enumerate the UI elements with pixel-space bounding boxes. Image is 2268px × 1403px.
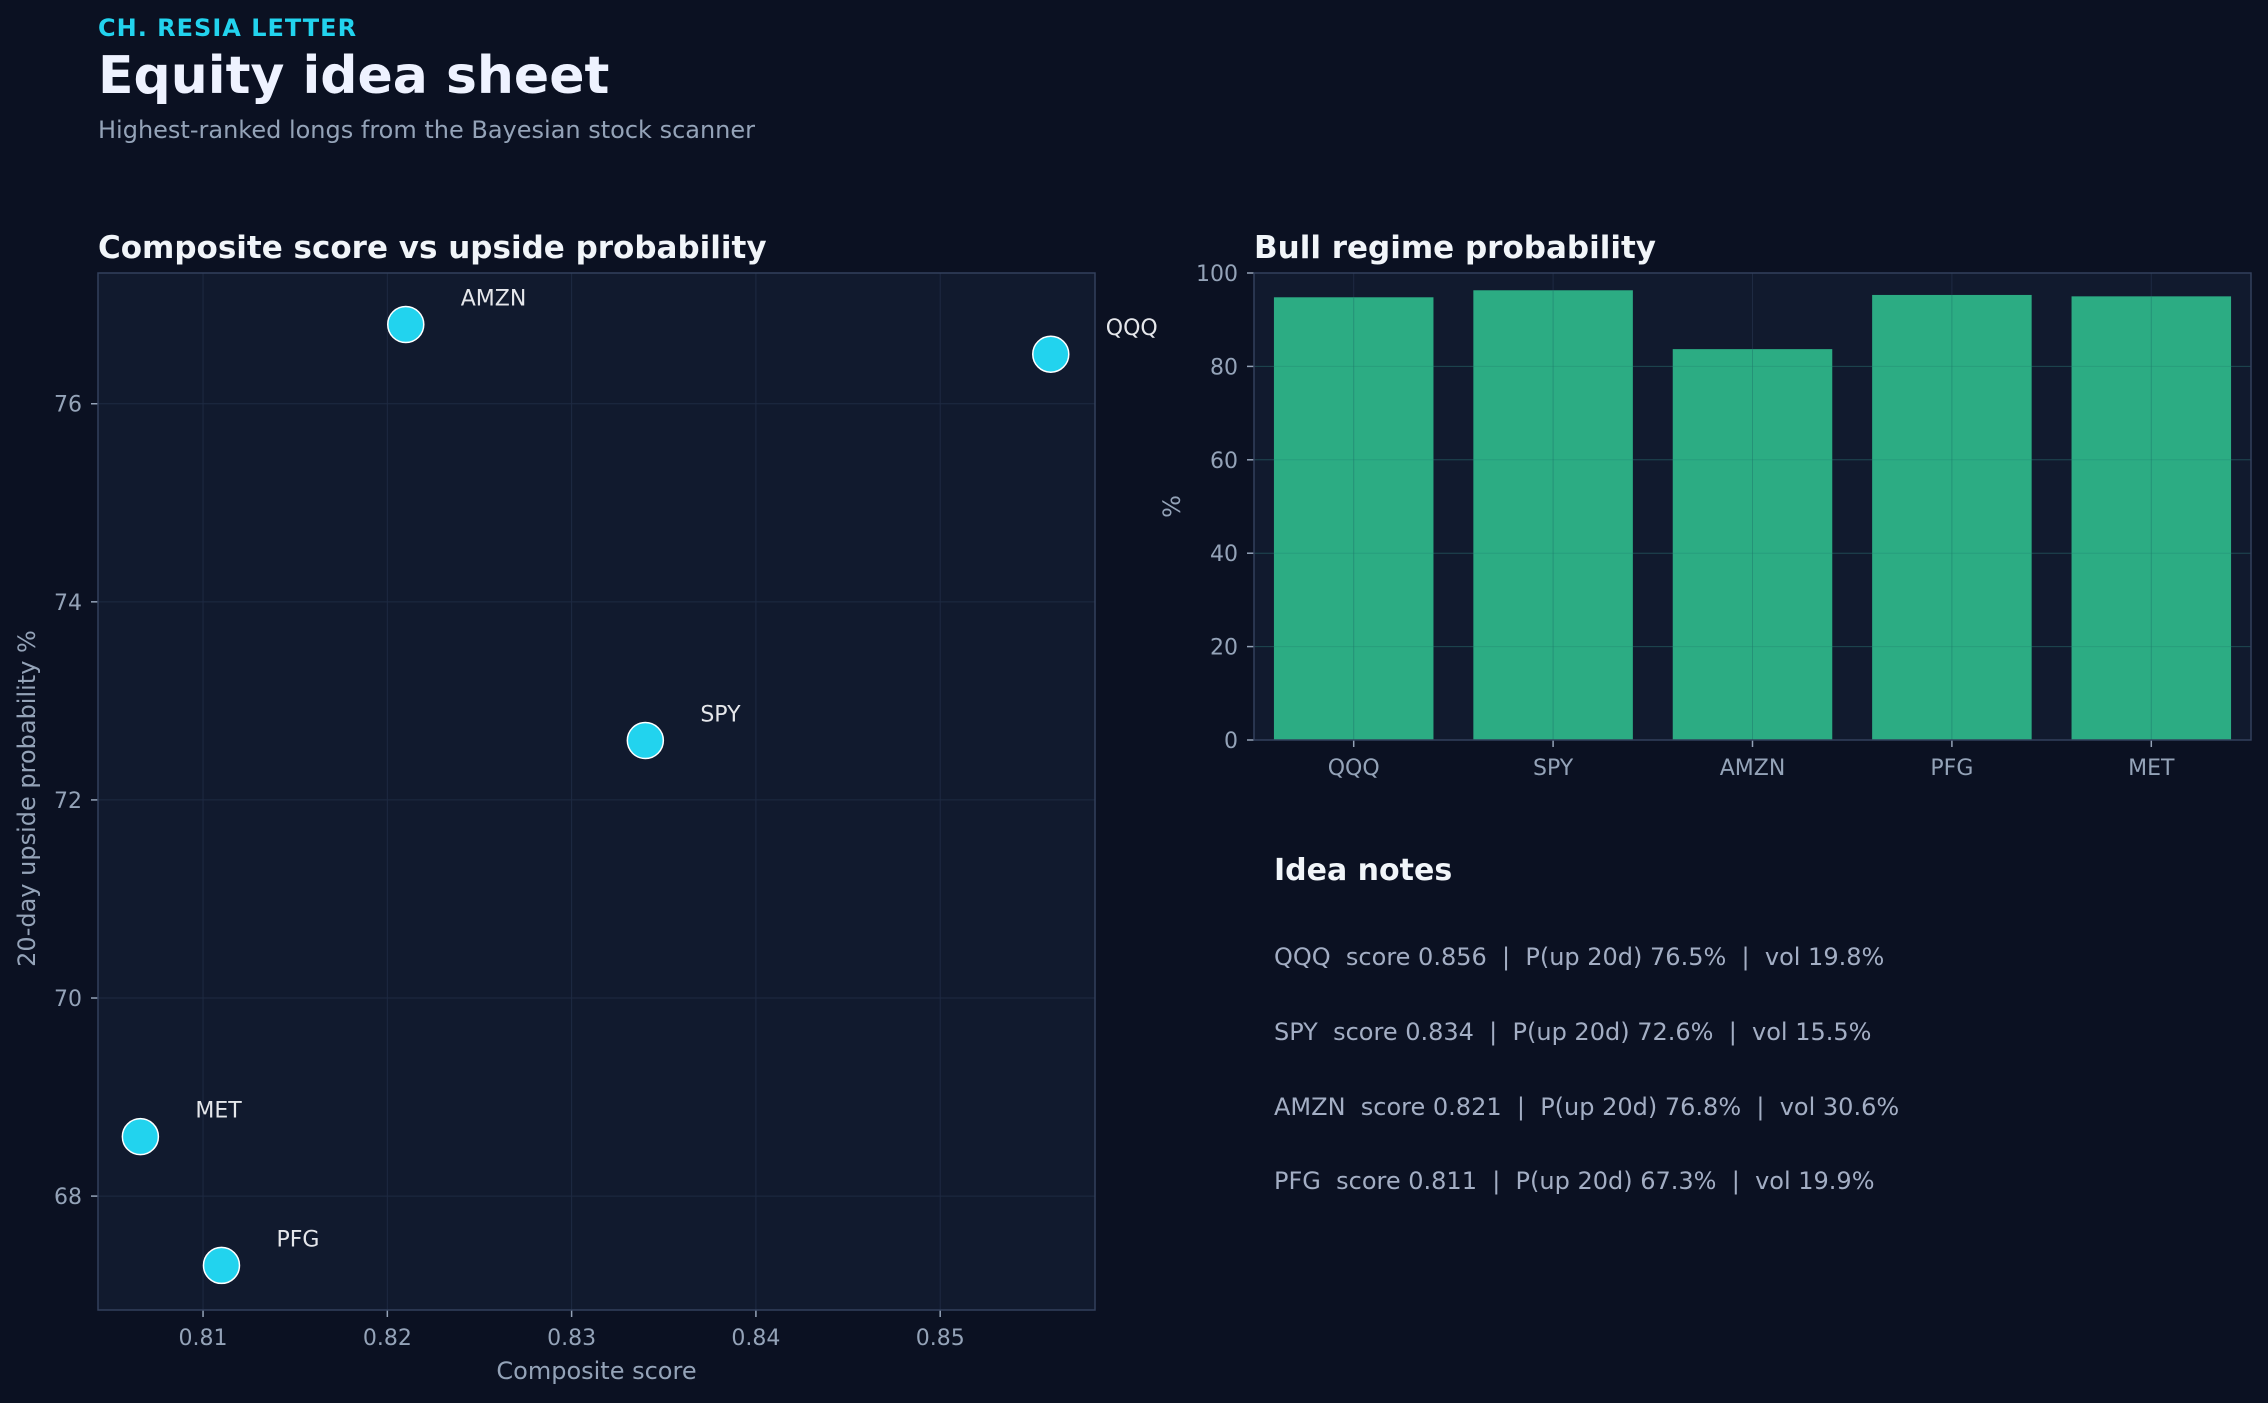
scatter-tick-label-x: 0.83 bbox=[547, 1326, 596, 1351]
scatter-x-axis-label: Composite score bbox=[496, 1357, 696, 1385]
note-item: SPY score 0.834 | P(up 20d) 72.6% | vol … bbox=[1274, 1018, 1872, 1046]
bar-category-label: PFG bbox=[1930, 756, 1973, 781]
scatter-tick-label-x: 0.85 bbox=[916, 1326, 965, 1351]
bar-tick-label-y: 100 bbox=[1196, 262, 1238, 287]
scatter-point-amzn bbox=[387, 305, 425, 344]
scatter-chart-title: Composite score vs upside probability bbox=[98, 230, 767, 266]
scatter-point-label: QQQ bbox=[1106, 316, 1158, 341]
bar-tick-label-y: 60 bbox=[1210, 449, 1238, 474]
note-item: PFG score 0.811 | P(up 20d) 67.3% | vol … bbox=[1274, 1167, 1875, 1195]
bar-category-label: MET bbox=[2128, 756, 2175, 781]
scatter-point-label: SPY bbox=[700, 702, 741, 727]
bar-frame bbox=[1253, 272, 2252, 741]
note-item: QQQ score 0.856 | P(up 20d) 76.5% | vol … bbox=[1274, 943, 1885, 971]
bar-tick-label-y: 20 bbox=[1210, 636, 1238, 661]
scatter-point-spy bbox=[626, 721, 665, 760]
scatter-tick-label-y: 76 bbox=[54, 393, 82, 418]
scatter-y-axis-label: 20-day upside probability % bbox=[13, 630, 41, 967]
bar-chart-title: Bull regime probability bbox=[1254, 230, 1656, 266]
scatter-tick-label-x: 0.81 bbox=[179, 1326, 228, 1351]
page-subtitle: Highest-ranked longs from the Bayesian s… bbox=[98, 116, 756, 144]
bar-tick-label-y: 0 bbox=[1224, 729, 1238, 754]
scatter-point-label: AMZN bbox=[461, 287, 527, 312]
scatter-point-label: MET bbox=[195, 1099, 242, 1124]
note-item: AMZN score 0.821 | P(up 20d) 76.8% | vol… bbox=[1274, 1093, 1900, 1121]
scatter-tick-label-y: 72 bbox=[54, 789, 82, 814]
scatter-tick-label-y: 74 bbox=[54, 591, 82, 616]
scatter-tick-label-y: 68 bbox=[54, 1185, 82, 1210]
scatter-frame bbox=[97, 272, 1096, 1311]
bar-tick-label-y: 40 bbox=[1210, 542, 1238, 567]
header-kicker: CH. RESIA LETTER bbox=[98, 14, 358, 42]
scatter-plot-area bbox=[98, 273, 1095, 1310]
bar-category-label: QQQ bbox=[1328, 756, 1380, 781]
scatter-point-pfg bbox=[202, 1246, 241, 1285]
scatter-point-label: PFG bbox=[276, 1227, 319, 1252]
scatter-tick-label-x: 0.84 bbox=[731, 1326, 780, 1351]
scatter-point-qqq bbox=[1032, 335, 1070, 373]
page-title: Equity idea sheet bbox=[98, 46, 610, 106]
scatter-point-met bbox=[121, 1117, 160, 1156]
scatter-tick-label-x: 0.82 bbox=[363, 1326, 412, 1351]
scatter-tick-label-y: 70 bbox=[54, 987, 82, 1012]
bar-category-label: SPY bbox=[1533, 756, 1574, 781]
bar-category-label: AMZN bbox=[1720, 756, 1786, 781]
bar-y-axis-label: % bbox=[1158, 495, 1186, 518]
notes-title: Idea notes bbox=[1274, 853, 1453, 888]
bar-tick-label-y: 80 bbox=[1210, 355, 1238, 380]
